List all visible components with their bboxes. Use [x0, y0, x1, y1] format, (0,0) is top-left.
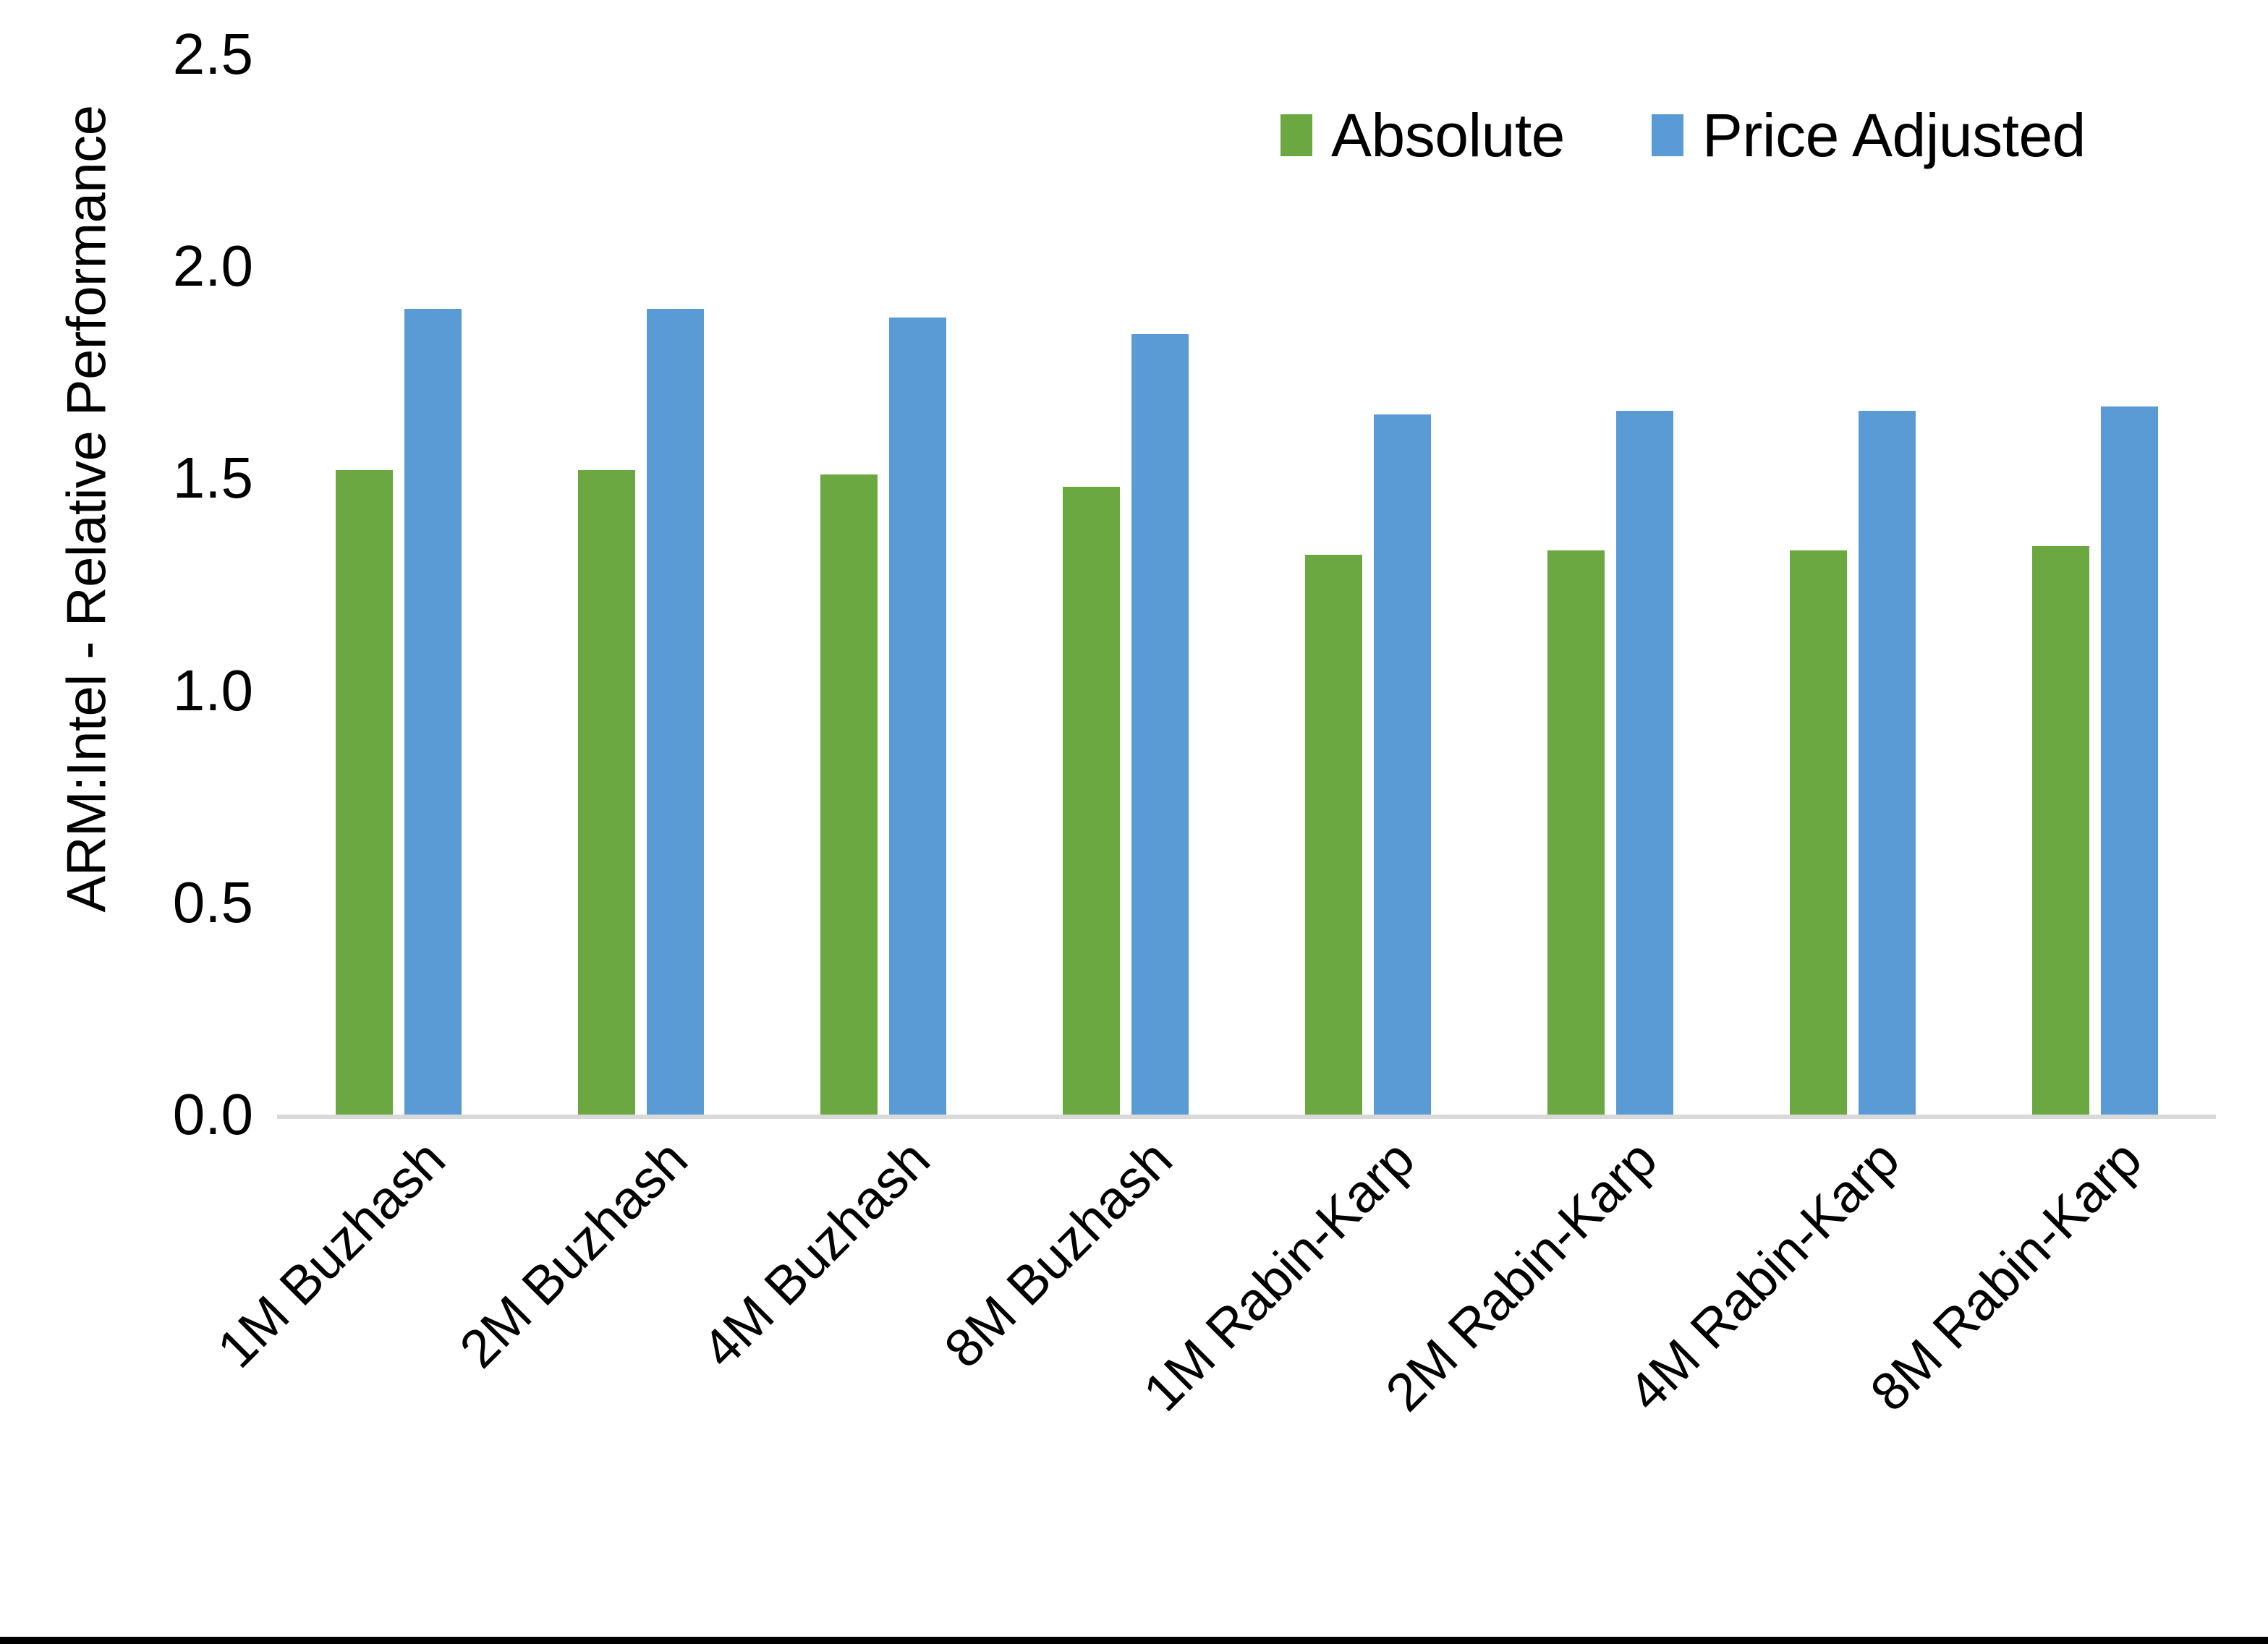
y-axis-title: ARM:Intel - Relative Performance: [56, 105, 118, 913]
legend-label: Price Adjusted: [1702, 101, 2086, 169]
legend-swatch-icon: [1280, 114, 1312, 156]
bar-price-adjusted: [1858, 410, 1916, 1115]
legend-label: Absolute: [1331, 101, 1565, 169]
plot-area: [277, 54, 2216, 1119]
bar-absolute: [1547, 550, 1605, 1115]
bar-price-adjusted: [1373, 414, 1431, 1115]
figure-bottom-border: [0, 1637, 2268, 1644]
bar-price-adjusted: [888, 317, 946, 1115]
bar-price-adjusted: [646, 308, 704, 1115]
legend-entry[interactable]: Price Adjusted: [1651, 101, 2086, 169]
bar-absolute: [1062, 487, 1120, 1115]
chart-legend: Absolute Price Adjusted: [1280, 105, 2086, 166]
bar-absolute: [577, 469, 635, 1115]
bar-price-adjusted: [1131, 334, 1189, 1115]
y-tick-label: 2.5: [172, 22, 253, 86]
bar-absolute: [2031, 546, 2089, 1115]
y-tick-label: 0.0: [172, 1082, 253, 1146]
x-axis-tick-labels: 1M Buzhash 2M Buzhash 4M Buzhash 8M Buzhash…: [205, 1128, 2216, 1533]
y-tick-label: 0.5: [172, 869, 253, 934]
y-tick-label: 2.0: [172, 234, 253, 299]
bar-absolute: [1789, 550, 1847, 1115]
x-axis-baseline: [277, 1115, 2216, 1119]
y-tick-label: 1.5: [172, 446, 253, 511]
y-tick-label: 1.0: [172, 657, 253, 723]
bar-price-adjusted: [404, 308, 462, 1115]
bar-price-adjusted: [1615, 410, 1673, 1115]
bar-absolute: [820, 474, 878, 1115]
legend-swatch-icon: [1651, 114, 1683, 156]
bar-price-adjusted: [2100, 406, 2158, 1115]
bar-absolute: [1304, 554, 1362, 1115]
legend-entry[interactable]: Absolute: [1280, 105, 1565, 166]
bar-absolute: [335, 469, 393, 1115]
